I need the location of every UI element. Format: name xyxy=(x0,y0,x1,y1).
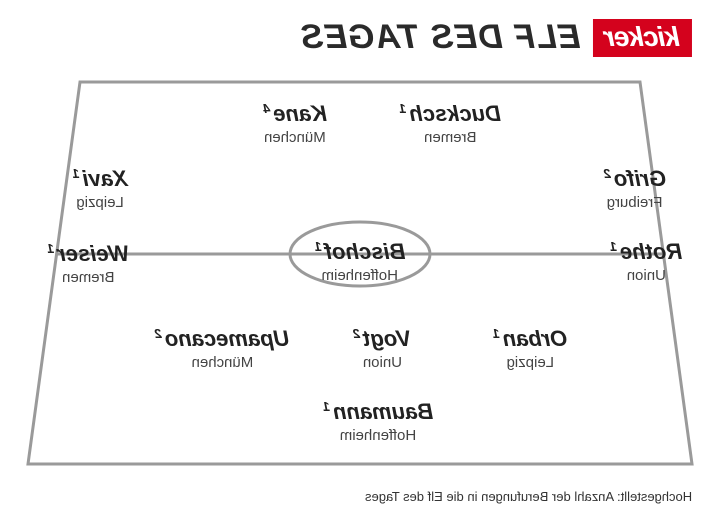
header: ELF DES TAGES kicker xyxy=(300,18,692,57)
player-club: Hoffenheim xyxy=(340,427,416,444)
player-label: Bischof1 Hoffenheim xyxy=(315,239,406,285)
player-label: Vogt2 Union xyxy=(353,326,411,372)
player-club: Hoffenheim xyxy=(322,267,398,284)
player-club: Union xyxy=(362,354,401,371)
player-name: Kane4 xyxy=(263,101,327,127)
player-count: 1 xyxy=(492,326,499,341)
brand-logo: kicker xyxy=(593,19,692,57)
pitch-container: Kane4 München Ducksch1 Bremen Xavi1 Leipzig Gr… xyxy=(20,74,700,472)
player-label: Ducksch1 Bremen xyxy=(399,101,501,147)
player-count: 1 xyxy=(610,239,617,254)
player-count: 2 xyxy=(604,166,611,181)
player-name: Xavi1 xyxy=(72,166,128,192)
player-club: Bremen xyxy=(62,269,115,286)
player-count: 2 xyxy=(155,326,162,341)
page-title: ELF DES TAGES xyxy=(300,18,581,57)
player-label: Kane4 München xyxy=(263,101,327,147)
player-name: Baumann1 xyxy=(323,399,433,425)
player-name: Grifo2 xyxy=(604,166,667,192)
player-label: Baumann1 Hoffenheim xyxy=(323,399,433,445)
player-club: Leipzig xyxy=(506,354,554,371)
player-label: Orban1 Leipzig xyxy=(492,326,567,372)
player-count: 1 xyxy=(47,241,54,256)
player-name: Orban1 xyxy=(492,326,567,352)
player-name: Upamecano2 xyxy=(155,326,290,352)
player-name: Rothe1 xyxy=(610,239,683,265)
player-name: Weiser1 xyxy=(47,241,129,267)
player-label: Weiser1 Bremen xyxy=(47,241,129,287)
player-name: Vogt2 xyxy=(353,326,411,352)
player-label: Xavi1 Leipzig xyxy=(72,166,128,212)
player-count: 1 xyxy=(72,166,79,181)
player-count: 1 xyxy=(399,101,406,116)
player-club: München xyxy=(264,129,326,146)
player-club: München xyxy=(191,354,253,371)
footnote: Hochgestellt: Anzahl der Berufungen in d… xyxy=(365,489,692,504)
player-club: Freiburg xyxy=(607,194,663,211)
player-name: Ducksch1 xyxy=(399,101,501,127)
player-count: 1 xyxy=(323,399,330,414)
player-label: Upamecano2 München xyxy=(155,326,290,372)
player-count: 1 xyxy=(315,239,322,254)
player-label: Grifo2 Freiburg xyxy=(604,166,667,212)
player-club: Bremen xyxy=(424,129,477,146)
player-count: 2 xyxy=(353,326,360,341)
player-club: Union xyxy=(626,267,665,284)
player-count: 4 xyxy=(263,101,270,116)
player-club: Leipzig xyxy=(76,194,124,211)
player-name: Bischof1 xyxy=(315,239,406,265)
player-label: Rothe1 Union xyxy=(610,239,683,285)
